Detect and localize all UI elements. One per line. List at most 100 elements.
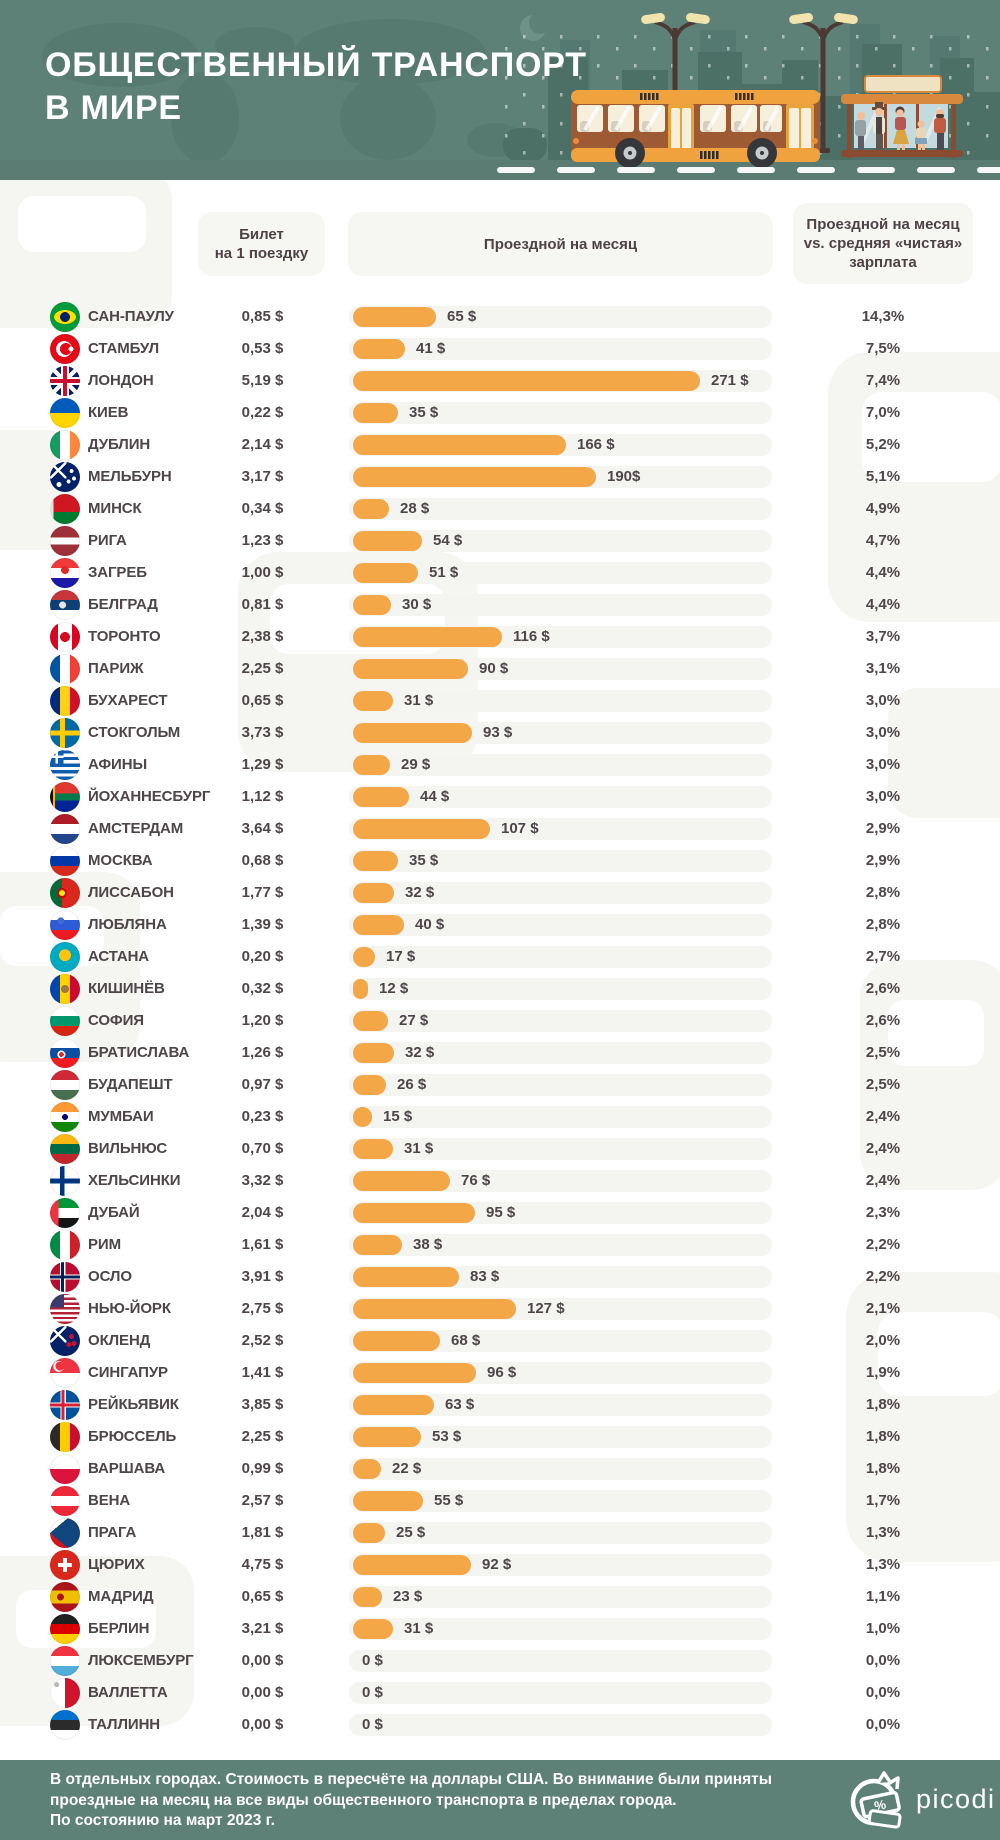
city-label: ОКЛЕНД [88, 1332, 151, 1349]
ticket-price: 4,75 $ [241, 1556, 284, 1573]
salary-percent-value: 1,8% [865, 1428, 901, 1445]
pass-bar [353, 1299, 516, 1319]
city-label: КИЕВ [88, 404, 129, 421]
pass-value-label: 32 $ [405, 884, 435, 901]
flag-in-icon [50, 1102, 80, 1132]
pass-bar [353, 1587, 382, 1607]
pass-bar-track [349, 530, 772, 552]
table-row: НЬЮ-ЙОРК 2,75 $ 127 $ 2,1% [0, 1293, 1000, 1325]
city-label: БУХАРЕСТ [88, 692, 168, 709]
pass-value-label: 35 $ [409, 852, 439, 869]
ticket-price: 1,00 $ [241, 564, 284, 581]
pass-bar-track [349, 562, 772, 584]
pass-value-label: 51 $ [429, 564, 459, 581]
city-label: МИНСК [88, 500, 142, 517]
table-row: ЛЮКСЕМБУРГ 0,00 $ 0 $ 0,0% [0, 1645, 1000, 1677]
city-label: БРЮССЕЛЬ [88, 1428, 177, 1445]
flag-nz-icon [50, 1326, 80, 1356]
pass-value-label: 44 $ [420, 788, 450, 805]
salary-percent-value: 0,0% [865, 1652, 901, 1669]
table-row: СИНГАПУР 1,41 $ 96 $ 1,9% [0, 1357, 1000, 1389]
salary-percent-value: 5,2% [865, 436, 901, 453]
table-row: РЕЙКЬЯВИК 3,85 $ 63 $ 1,8% [0, 1389, 1000, 1421]
salary-percent-value: 2,4% [865, 1140, 901, 1157]
salary-percent-value: 2,2% [865, 1268, 901, 1285]
city-label: БУДАПЕШТ [88, 1076, 173, 1093]
pass-value-label: 12 $ [379, 980, 409, 997]
pass-bar [353, 371, 700, 391]
pass-bar-track [349, 306, 772, 328]
ticket-price: 1,12 $ [241, 788, 284, 805]
pass-value-label: 26 $ [397, 1076, 427, 1093]
city-label: ЗАГРЕБ [88, 564, 147, 581]
flag-tr-icon [50, 334, 80, 364]
pass-bar [353, 1395, 434, 1415]
watermark-window-shape [862, 392, 1000, 482]
pass-bar-track [349, 1586, 772, 1608]
flag-ae-icon [50, 1198, 80, 1228]
column-header-text: на 1 поездку [214, 245, 309, 262]
table-row: ПРАГА 1,81 $ 25 $ 1,3% [0, 1517, 1000, 1549]
pass-value-label: 22 $ [392, 1460, 422, 1477]
pass-bar [353, 1331, 440, 1351]
footnote-line: По состоянию на март 2023 г. [50, 1812, 275, 1829]
column-header-text: зарплата [849, 254, 917, 271]
pass-bar [353, 819, 490, 839]
pass-bar [353, 1171, 450, 1191]
flag-za-icon [50, 782, 80, 812]
column-header-text: Проездной на месяц [806, 216, 960, 233]
pass-value-label: 29 $ [401, 756, 431, 773]
pass-value-label: 76 $ [461, 1172, 491, 1189]
column-header-ticket: Билет на 1 поездку [198, 212, 325, 276]
pass-bar [353, 787, 409, 807]
city-label: ЛЮБЛЯНА [88, 916, 167, 933]
flag-ro-icon [50, 686, 80, 716]
city-label: БРАТИСЛАВА [88, 1044, 190, 1061]
ticket-price: 1,23 $ [241, 532, 284, 549]
pass-bar [353, 915, 404, 935]
salary-percent-value: 3,7% [865, 628, 901, 645]
pass-bar-track [349, 754, 772, 776]
ticket-price: 0,32 $ [241, 980, 284, 997]
salary-percent-value: 2,1% [865, 1300, 901, 1317]
salary-percent-value: 2,5% [865, 1076, 901, 1093]
table-row: БЕРЛИН 3,21 $ 31 $ 1,0% [0, 1613, 1000, 1645]
table-row: ВАЛЛЕТТА 0,00 $ 0 $ 0,0% [0, 1677, 1000, 1709]
city-label: АСТАНА [88, 948, 150, 965]
page-title: ОБЩЕСТВЕННЫЙ ТРАНСПОРТ В МИРЕ [45, 44, 587, 130]
pass-bar [353, 1619, 393, 1639]
ticket-price: 0,53 $ [241, 340, 284, 357]
pass-bar [353, 1427, 421, 1447]
pass-bar-track [349, 914, 772, 936]
salary-percent-value: 2,2% [865, 1236, 901, 1253]
pass-value-label: 38 $ [413, 1236, 443, 1253]
pass-value-label: 31 $ [404, 692, 434, 709]
pass-value-label: 17 $ [386, 948, 416, 965]
pass-bar-track [349, 850, 772, 872]
pass-bar-track [349, 594, 772, 616]
table-row: ТОРОНТО 2,38 $ 116 $ 3,7% [0, 621, 1000, 653]
ticket-price: 0,00 $ [241, 1684, 284, 1701]
table-row: ЛЮБЛЯНА 1,39 $ 40 $ 2,8% [0, 909, 1000, 941]
ticket-price: 0,00 $ [241, 1652, 284, 1669]
salary-percent-value: 1,9% [865, 1364, 901, 1381]
table-row: МАДРИД 0,65 $ 23 $ 1,1% [0, 1581, 1000, 1613]
city-label: ПРАГА [88, 1524, 137, 1541]
ticket-price: 3,85 $ [241, 1396, 284, 1413]
flag-no-icon [50, 1262, 80, 1292]
salary-percent-value: 3,1% [865, 660, 901, 677]
city-label: ВАЛЛЕТТА [88, 1684, 168, 1701]
flag-ua-icon [50, 398, 80, 428]
ticket-price: 0,20 $ [241, 948, 284, 965]
pass-value-label: 95 $ [486, 1204, 516, 1221]
table-row: ПАРИЖ 2,25 $ 90 $ 3,1% [0, 653, 1000, 685]
watermark-window-shape [16, 1590, 156, 1648]
city-label: СОФИЯ [88, 1012, 144, 1029]
salary-percent-value: 2,6% [865, 980, 901, 997]
pass-bar [353, 659, 468, 679]
salary-percent-value: 2,8% [865, 916, 901, 933]
bus-wheel-icon [747, 138, 777, 168]
city-label: ПАРИЖ [88, 660, 144, 677]
salary-percent-value: 2,9% [865, 852, 901, 869]
